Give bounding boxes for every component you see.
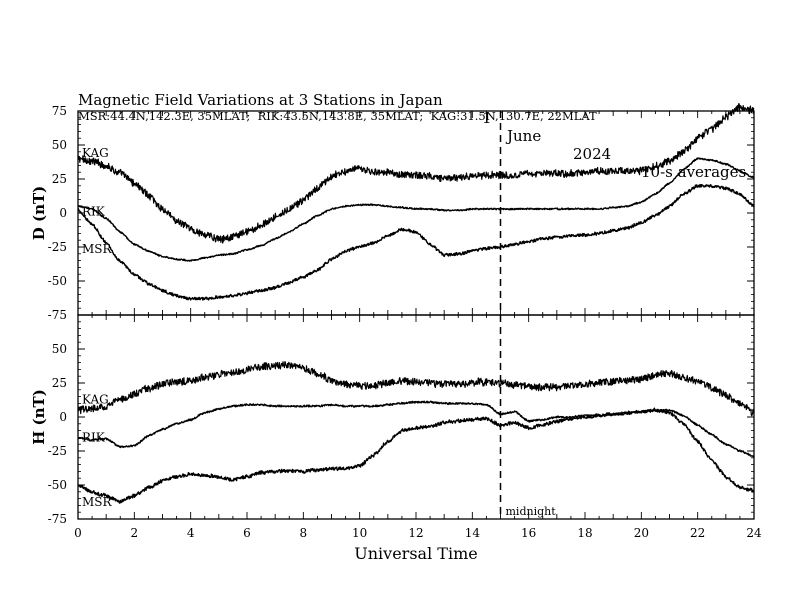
title-day: 1 bbox=[482, 109, 492, 127]
x-tick-label: 4 bbox=[187, 526, 195, 540]
series-line-rik-d bbox=[77, 157, 755, 262]
y-tick-label-h: -75 bbox=[48, 512, 67, 526]
y-tick-label-h: -50 bbox=[48, 478, 67, 492]
x-tick-label: 16 bbox=[521, 526, 536, 540]
series-line-msr-d bbox=[77, 183, 755, 301]
station-info-line: MSR:44.4N,142.3E, 35MLAT; RIK:43.5N,143.… bbox=[0, 95, 597, 123]
x-axis-title: Universal Time bbox=[354, 544, 477, 563]
y-tick-label-d: 0 bbox=[59, 206, 67, 220]
series-label-msr-d: MSR bbox=[82, 242, 113, 256]
y-tick-label-h: 0 bbox=[59, 410, 67, 424]
x-tick-label: 22 bbox=[690, 526, 705, 540]
panel-frame-h bbox=[77, 314, 755, 520]
series-label-kag-h: KAG bbox=[82, 392, 109, 406]
x-tick-label: 24 bbox=[746, 526, 762, 540]
y-tick-label-d: 50 bbox=[52, 138, 67, 152]
panel-frame-d bbox=[77, 110, 755, 316]
y-tick-label-d: 75 bbox=[52, 104, 67, 118]
x-tick-label: 2 bbox=[131, 526, 139, 540]
y-tick-label-d: -75 bbox=[48, 308, 67, 322]
x-tick-label: 8 bbox=[300, 526, 308, 540]
series-label-rik-h: RIK bbox=[82, 430, 106, 444]
y-tick-label-d: -25 bbox=[48, 240, 67, 254]
series-line-kag-d bbox=[77, 103, 755, 244]
series-label-msr-h: MSR bbox=[82, 495, 113, 509]
series-label-kag-d: KAG bbox=[82, 146, 109, 160]
chart-title: Magnetic Field Variations at 3 Stations … bbox=[78, 91, 443, 109]
series-line-msr-h bbox=[77, 407, 755, 504]
x-tick-label: 0 bbox=[74, 526, 82, 540]
y-tick-label-d: 25 bbox=[52, 172, 67, 186]
series-line-kag-h bbox=[77, 361, 755, 417]
x-tick-label: 18 bbox=[577, 526, 592, 540]
x-tick-label: 6 bbox=[243, 526, 251, 540]
y-axis-title-d: D (nT) bbox=[30, 186, 48, 241]
x-tick-label: 12 bbox=[408, 526, 423, 540]
y-tick-label-h: -25 bbox=[48, 444, 67, 458]
title-month: June bbox=[507, 127, 542, 145]
y-tick-label-d: -50 bbox=[48, 274, 67, 288]
y-tick-label-h: 50 bbox=[52, 342, 67, 356]
y-tick-label-h: 25 bbox=[52, 376, 67, 390]
x-tick-label: 20 bbox=[634, 526, 649, 540]
station-info: MSR:44.4N,142.3E, 35MLAT; RIK:43.5N,143.… bbox=[78, 109, 597, 123]
x-tick-label: 14 bbox=[465, 526, 481, 540]
y-axis-title-h: H (nT) bbox=[30, 389, 48, 445]
series-label-rik-d: RIK bbox=[82, 205, 106, 219]
x-tick-label: 10 bbox=[352, 526, 367, 540]
chart-title-line: Magnetic Field Variations at 3 Stations … bbox=[0, 73, 746, 181]
midnight-label: midnight bbox=[506, 505, 557, 518]
series-layer: KAG RIK MSR KAG RIK MSR bbox=[77, 103, 755, 509]
title-year: 2024 bbox=[573, 145, 612, 163]
